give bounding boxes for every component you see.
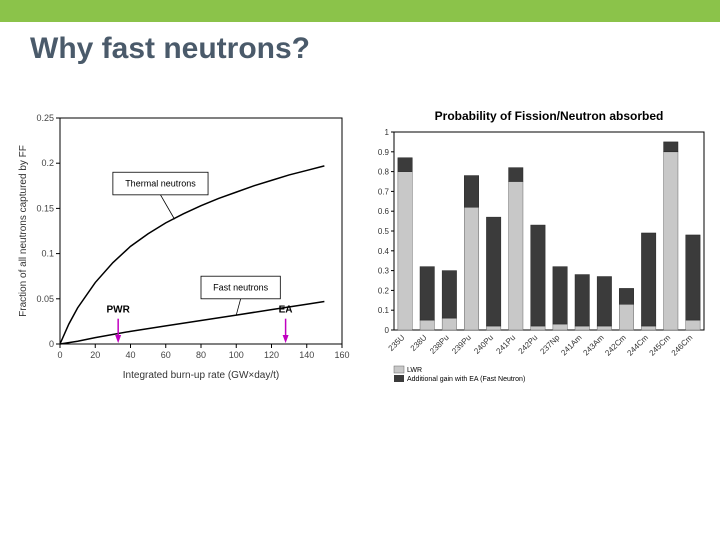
svg-text:0.2: 0.2	[378, 286, 390, 295]
svg-text:0.1: 0.1	[41, 249, 54, 259]
svg-text:120: 120	[264, 350, 279, 360]
svg-text:235U: 235U	[387, 333, 407, 353]
svg-text:0.05: 0.05	[36, 294, 54, 304]
svg-text:0: 0	[49, 339, 54, 349]
svg-text:0: 0	[57, 350, 62, 360]
svg-text:0.1: 0.1	[378, 306, 390, 315]
svg-text:100: 100	[229, 350, 244, 360]
svg-text:0.3: 0.3	[378, 267, 390, 276]
svg-text:246Cm: 246Cm	[670, 333, 695, 358]
svg-text:0.25: 0.25	[36, 113, 54, 123]
svg-text:242Pu: 242Pu	[517, 333, 540, 356]
svg-text:Thermal neutrons: Thermal neutrons	[125, 179, 196, 189]
svg-text:245Cm: 245Cm	[648, 333, 673, 358]
svg-text:20: 20	[90, 350, 100, 360]
svg-text:EA: EA	[279, 304, 293, 315]
right-chart: Probability of Fission/Neutron absorbed 0…	[360, 106, 712, 386]
left-chart-panel: 0 0.05 0.1 0.15 0.2 0.25 0 20 40 60 80 100 120 140 160…	[12, 106, 352, 386]
svg-text:Probability of Fission/Neutron: Probability of Fission/Neutron absorbed	[435, 109, 664, 123]
svg-text:Integrated burn-up rate (GW×da: Integrated burn-up rate (GW×day/t)	[123, 370, 279, 381]
svg-text:160: 160	[334, 350, 349, 360]
svg-text:238U: 238U	[409, 333, 429, 353]
svg-text:0: 0	[385, 326, 390, 335]
svg-text:241Pu: 241Pu	[494, 333, 517, 356]
top-banner	[0, 0, 720, 22]
svg-text:0.5: 0.5	[378, 227, 390, 236]
svg-text:239Pu: 239Pu	[450, 333, 473, 356]
svg-text:80: 80	[196, 350, 206, 360]
svg-text:Fraction of all neutrons captu: Fraction of all neutrons captured by FF	[18, 145, 29, 317]
svg-text:241Am: 241Am	[559, 333, 584, 358]
svg-text:1: 1	[385, 128, 390, 137]
svg-text:0.6: 0.6	[378, 207, 390, 216]
svg-text:LWR: LWR	[407, 367, 422, 374]
svg-text:244Cm: 244Cm	[625, 333, 650, 358]
svg-text:0.8: 0.8	[378, 168, 390, 177]
svg-text:240Pu: 240Pu	[472, 333, 495, 356]
slide-title: Why fast neutrons?	[0, 22, 720, 66]
svg-text:40: 40	[125, 350, 135, 360]
svg-text:60: 60	[161, 350, 171, 360]
svg-text:237Np: 237Np	[538, 333, 561, 356]
svg-text:0.4: 0.4	[378, 247, 390, 256]
svg-text:243Am: 243Am	[581, 333, 606, 358]
svg-text:0.9: 0.9	[378, 148, 390, 157]
svg-text:140: 140	[299, 350, 314, 360]
svg-text:Fast neutrons: Fast neutrons	[213, 283, 269, 293]
svg-text:PWR: PWR	[106, 304, 130, 315]
svg-text:242Cm: 242Cm	[603, 333, 628, 358]
right-chart-panel: Probability of Fission/Neutron absorbed 0…	[360, 106, 712, 386]
svg-text:Additional gain with EA (Fast: Additional gain with EA (Fast Neutron)	[407, 376, 525, 383]
left-chart: 0 0.05 0.1 0.15 0.2 0.25 0 20 40 60 80 100 120 140 160…	[12, 106, 352, 386]
svg-text:0.15: 0.15	[36, 203, 54, 213]
svg-text:0.7: 0.7	[378, 187, 390, 196]
svg-text:0.2: 0.2	[41, 158, 54, 168]
charts-row: 0 0.05 0.1 0.15 0.2 0.25 0 20 40 60 80 100 120 140 160…	[0, 66, 720, 386]
svg-text:238Pu: 238Pu	[428, 333, 451, 356]
